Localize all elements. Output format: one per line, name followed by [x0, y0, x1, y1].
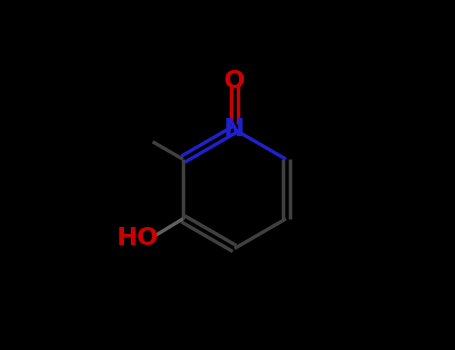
Text: N: N	[224, 118, 245, 141]
Text: O: O	[224, 69, 245, 92]
Text: HO: HO	[116, 226, 158, 250]
